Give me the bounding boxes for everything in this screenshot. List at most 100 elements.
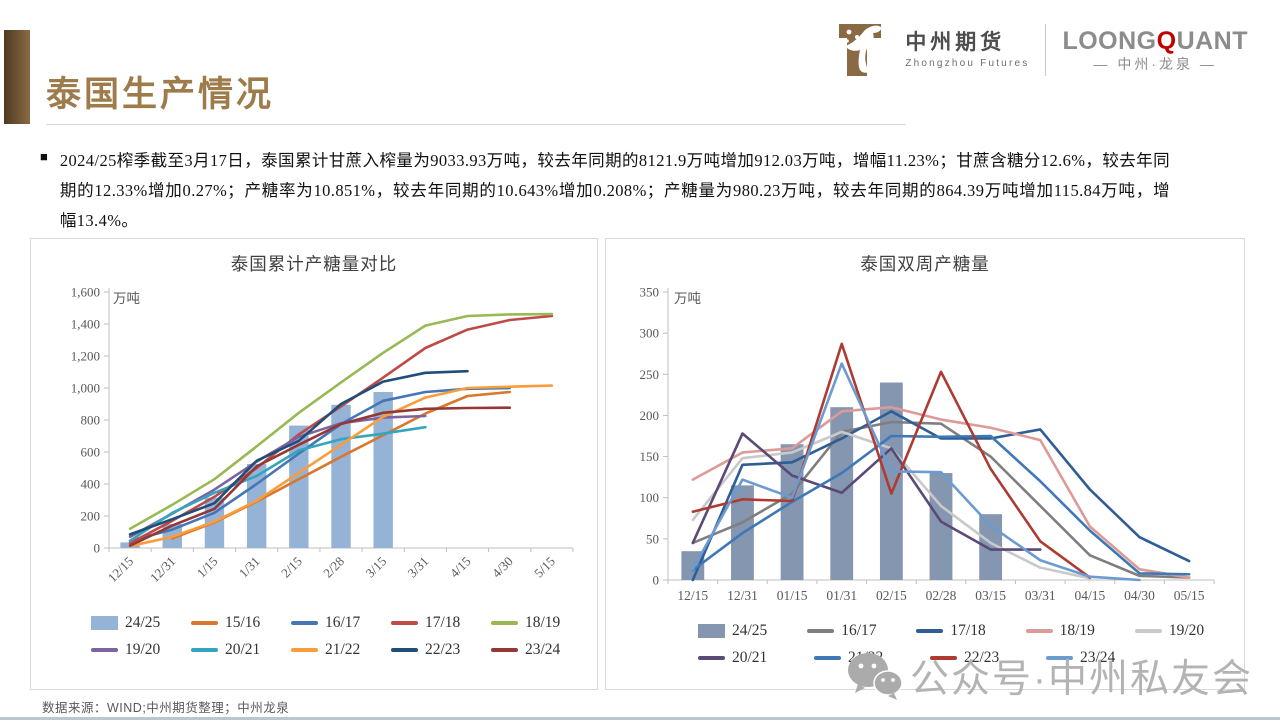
legend-item-18/19: 18/19 [491,614,591,632]
legend-label: 19/20 [1168,622,1205,639]
legend-label: 20/21 [225,641,261,658]
legend-item-23/24: 23/24 [491,641,591,659]
series-line-22/23 [691,342,1092,579]
line-swatch-18/19 [491,621,518,625]
legend-item-17/18: 17/18 [391,614,491,632]
legend-item-17/18: 17/18 [916,622,1025,640]
line-swatch-23/24 [1046,656,1073,660]
y-unit-label: 万吨 [113,291,140,306]
legend-label: 19/20 [125,641,161,658]
y-tick-label: 250 [640,367,660,382]
cumulative-chart-plot: 0 200 400 600 800 1,000 1,200 1,400 1,600 12/15 12… [71,285,574,585]
line-swatch-22/23 [391,648,418,652]
line-swatch-22/23 [930,656,957,660]
y-tick-label: 800 [81,413,101,428]
x-tick-label: 5/15 [531,554,558,581]
chart-panel-biweekly: 泰国双周产糖量 万吨 0 50 100 150 200 250 300 350 12/15 12/… [605,238,1245,690]
logo-area: 中州期货 Zhongzhou Futures LOONGQUANT — 中州·龙… [835,22,1248,78]
bullet-square-icon: ■ [40,149,48,164]
series-line-21/22 [691,434,1191,576]
y-unit-label: 万吨 [674,291,701,306]
chart-title-cumulative: 泰国累计产糖量对比 [230,254,398,274]
line-swatch-18/19 [1025,629,1053,633]
x-tick-label: 2/28 [320,554,347,581]
loongquant-q: Q [1156,27,1177,56]
line-swatch-15/16 [191,621,218,625]
legend-item-23/24: 23/24 [1046,649,1162,667]
legend-row: 24/25 15/16 16/17 17/18 18/19 [31,614,597,632]
line-swatch-16/17 [291,621,318,625]
x-tick-label: 04/15 [1075,588,1106,603]
line-swatch-21/22 [291,648,318,652]
legend-label: 24/25 [125,614,161,631]
bar-24/25 [246,464,267,548]
legend-label: 22/23 [425,641,461,658]
legend-row: 20/21 21/22 22/23 23/24 [606,649,1244,667]
legend-item-21/22: 21/22 [291,641,391,659]
legend-label: 20/21 [732,649,768,666]
legend-label: 18/19 [525,614,561,631]
y-tick-label: 0 [94,541,101,556]
series-line-16/17 [128,386,512,543]
summary-bullet: ■ 2024/25榨季截至3月17日，泰国累计甘蔗入榨量为9033.93万吨，较… [40,146,1170,236]
x-tick-label: 01/31 [826,588,857,603]
legend-item-19/20: 19/20 [91,641,191,659]
legend-item-20/21: 20/21 [191,641,291,659]
logo-loongquant-sub: — 中州·龙泉 — [1093,56,1217,73]
line-swatch-17/18 [391,621,418,625]
y-tick-label: 1,600 [71,285,100,300]
series-line-16/17 [691,420,1191,579]
series-line-23/24 [128,406,512,547]
legend-label: 17/18 [425,614,461,631]
legend-item-22/23: 22/23 [391,641,491,659]
bar-swatch-24/25 [698,624,725,638]
legend-item-20/21: 20/21 [698,649,814,667]
x-tick-label: 3/31 [405,554,432,581]
legend-cumulative: 24/25 15/16 16/17 17/18 18/19 19/20 20/21 21/22… [31,614,597,659]
line-swatch-19/20 [1134,629,1162,633]
line-swatch-16/17 [807,629,835,633]
line-swatch-20/21 [191,648,218,652]
x-tick-label: 03/31 [1025,588,1056,603]
legend-item-21/22: 21/22 [814,649,930,667]
summary-text: 2024/25榨季截至3月17日，泰国累计甘蔗入榨量为9033.93万吨，较去年… [59,151,1170,230]
y-tick-label: 200 [640,408,660,423]
legend-label: 23/24 [525,641,561,658]
line-swatch-23/24 [491,648,518,652]
y-tick-label: 100 [640,490,660,505]
line-swatch-20/21 [698,656,725,660]
title-accent-block [4,30,30,124]
series-line-17/18 [128,314,554,545]
bar-swatch-24/25 [91,616,118,630]
y-tick-label: 1,000 [71,381,100,396]
line-swatch-21/22 [814,656,841,660]
legend-label: 24/25 [732,622,768,639]
series-line-21/22 [128,384,554,548]
y-tick-label: 1,400 [71,317,100,332]
title-underline [46,124,906,125]
legend-label: 16/17 [325,614,361,631]
legend-item-19/20: 19/20 [1134,622,1244,640]
series-line-18/19 [691,405,1191,579]
logo-loongquant: LOONGQUANT — 中州·龙泉 — [1062,28,1248,72]
legend-label: 23/24 [1080,649,1116,666]
x-tick-label: 02/15 [876,588,907,603]
y-tick-label: 1,200 [71,349,100,364]
bar-24/25 [780,444,804,580]
logo-divider [1045,24,1047,76]
line-swatch-17/18 [916,629,944,633]
line-swatch-19/20 [91,648,118,652]
x-tick-label: 1/31 [236,554,263,581]
series-line-20/21 [691,432,1042,551]
biweekly-chart-plot: 0 50 100 150 200 250 300 350 12/15 12/31 01/15 01/3… [640,285,1215,603]
x-tick-label: 05/15 [1174,588,1205,603]
y-tick-label: 350 [640,285,660,300]
legend-label: 16/17 [841,622,877,639]
x-tick-label: 2/15 [278,554,305,581]
y-tick-label: 200 [81,509,101,524]
legend-label: 18/19 [1059,622,1095,639]
series-line-23/24 [691,362,1141,582]
y-tick-label: 600 [81,445,101,460]
series-line-18/19 [128,312,554,531]
